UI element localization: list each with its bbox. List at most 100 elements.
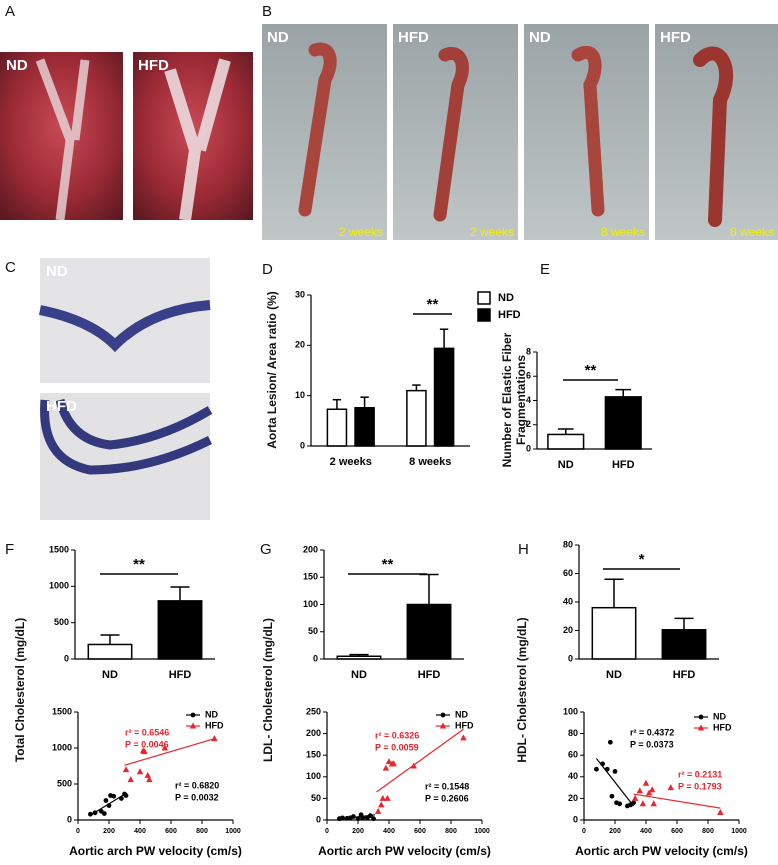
legend-marker [189,722,197,729]
panel-letter: F [5,541,14,558]
point [631,794,639,801]
x-tick-label: 800 [702,828,714,835]
photo-label: HFD [660,29,691,46]
legend-swatch [477,291,491,305]
legend-label: HFD [713,722,732,732]
annotation: P = 0.0046 [125,739,169,749]
legend-label: HFD [205,720,224,730]
x-tick-label: HFD [418,669,441,681]
panel-letter: D [262,261,273,278]
point [378,801,385,808]
x-axis-label: Aortic arch PW velocity (cm/s) [318,844,491,858]
significance-label: ** [585,362,597,379]
y-tick-label: 50 [311,793,321,803]
point [371,816,376,822]
x-tick-label: 200 [609,828,621,835]
x-axis-label: Aortic arch PW velocity (cm/s) [69,844,242,858]
y-tick-label: 150 [303,572,318,582]
photo: HFD 8 weeks [655,24,778,240]
y-axis-label: LDL- Cholesterol (mg/dL) [261,618,275,762]
annotation: r² = 0.1548 [425,781,469,791]
point [379,794,386,801]
point [161,744,168,751]
point [119,796,124,801]
annotation: r² = 0.6546 [125,727,169,737]
y-tick-label: 6 [526,371,531,381]
point [639,800,647,807]
y-tick-label: 0 [526,443,531,453]
y-tick-label: 1000 [52,742,72,752]
y-tick-label: 30 [295,289,305,299]
point [384,794,391,801]
annotation: r² = 0.4372 [630,727,674,737]
panel-letter: A [5,3,15,20]
annotation: P = 0.0373 [630,739,674,749]
x-tick-label: ND [558,459,574,471]
photo: ND 2 weeks [262,24,387,240]
y-tick-label: 8 [526,346,531,356]
legend-marker [440,712,446,718]
significance-label: ** [133,556,145,573]
significance-label: ** [427,296,439,313]
x-tick-label: 1000 [225,828,241,835]
bar [661,629,707,660]
photo: ND [0,52,123,221]
point [374,807,382,814]
x-tick-label: 400 [640,828,652,835]
point [101,811,107,816]
y-axis-label-group: Number of Elastic Fiber Fragmentations [500,333,528,468]
bar [157,600,203,660]
panel-letter: G [260,541,272,558]
photo-label: ND [6,57,28,74]
photo-label: HFD [138,57,169,74]
point [609,793,615,799]
photo: ND [39,258,211,383]
y-tick-label: 20 [563,625,573,635]
photo-label: HFD [398,29,429,46]
annotation: r² = 0.2131 [678,769,722,779]
point [717,808,724,815]
y-tick-label: 0 [64,653,69,663]
point [460,734,467,741]
point [340,815,345,821]
point [612,769,618,774]
photo-caption: 2 weeks [339,225,383,239]
photo-label: HFD [46,398,77,415]
point [600,761,605,767]
y-axis-label-box: Aorta Lesion/ Area ratio (%) [265,291,279,449]
photo: HFD [133,52,253,221]
photo: ND 8 weeks [524,24,649,240]
x-tick-label: HFD [169,669,192,681]
x-tick-label: 0 [325,828,329,835]
legend-swatch [477,308,491,322]
x-tick-label: 0 [76,828,80,835]
x-tick-label: HFD [612,459,635,471]
y-axis-label-box: HDL- Cholesterol (mg/dL) [515,617,529,762]
legend-marker [697,724,705,731]
y-tick-label: 150 [306,750,321,760]
legend-marker [190,712,196,718]
y-tick-label: 0 [573,814,578,824]
x-tick-label: 1000 [731,828,747,835]
point [103,798,109,803]
point [123,793,129,798]
y-axis-label-group: Total Cholesterol (mg/dL) [13,617,27,763]
point [636,787,643,794]
annotation: P = 0.2606 [425,793,469,803]
point [604,766,610,772]
bar [547,433,585,450]
point [146,776,153,783]
y-axis-label-group: HDL- Cholesterol (mg/dL) [515,617,529,762]
bar [406,603,452,660]
y-axis-label-group: LDL- Cholesterol (mg/dL) [261,618,275,762]
point [144,771,151,778]
y-axis-label: Total Cholesterol (mg/dL) [13,617,27,763]
y-axis-label-box: LDL- Cholesterol (mg/dL) [261,618,275,762]
fit-line [376,728,464,793]
photo-caption: 2 weeks [470,225,514,239]
bar [354,406,375,447]
x-tick-label: 1000 [474,828,490,835]
point [106,803,112,808]
legend-label: HFD [498,309,521,321]
y-tick-label: 40 [568,771,578,781]
